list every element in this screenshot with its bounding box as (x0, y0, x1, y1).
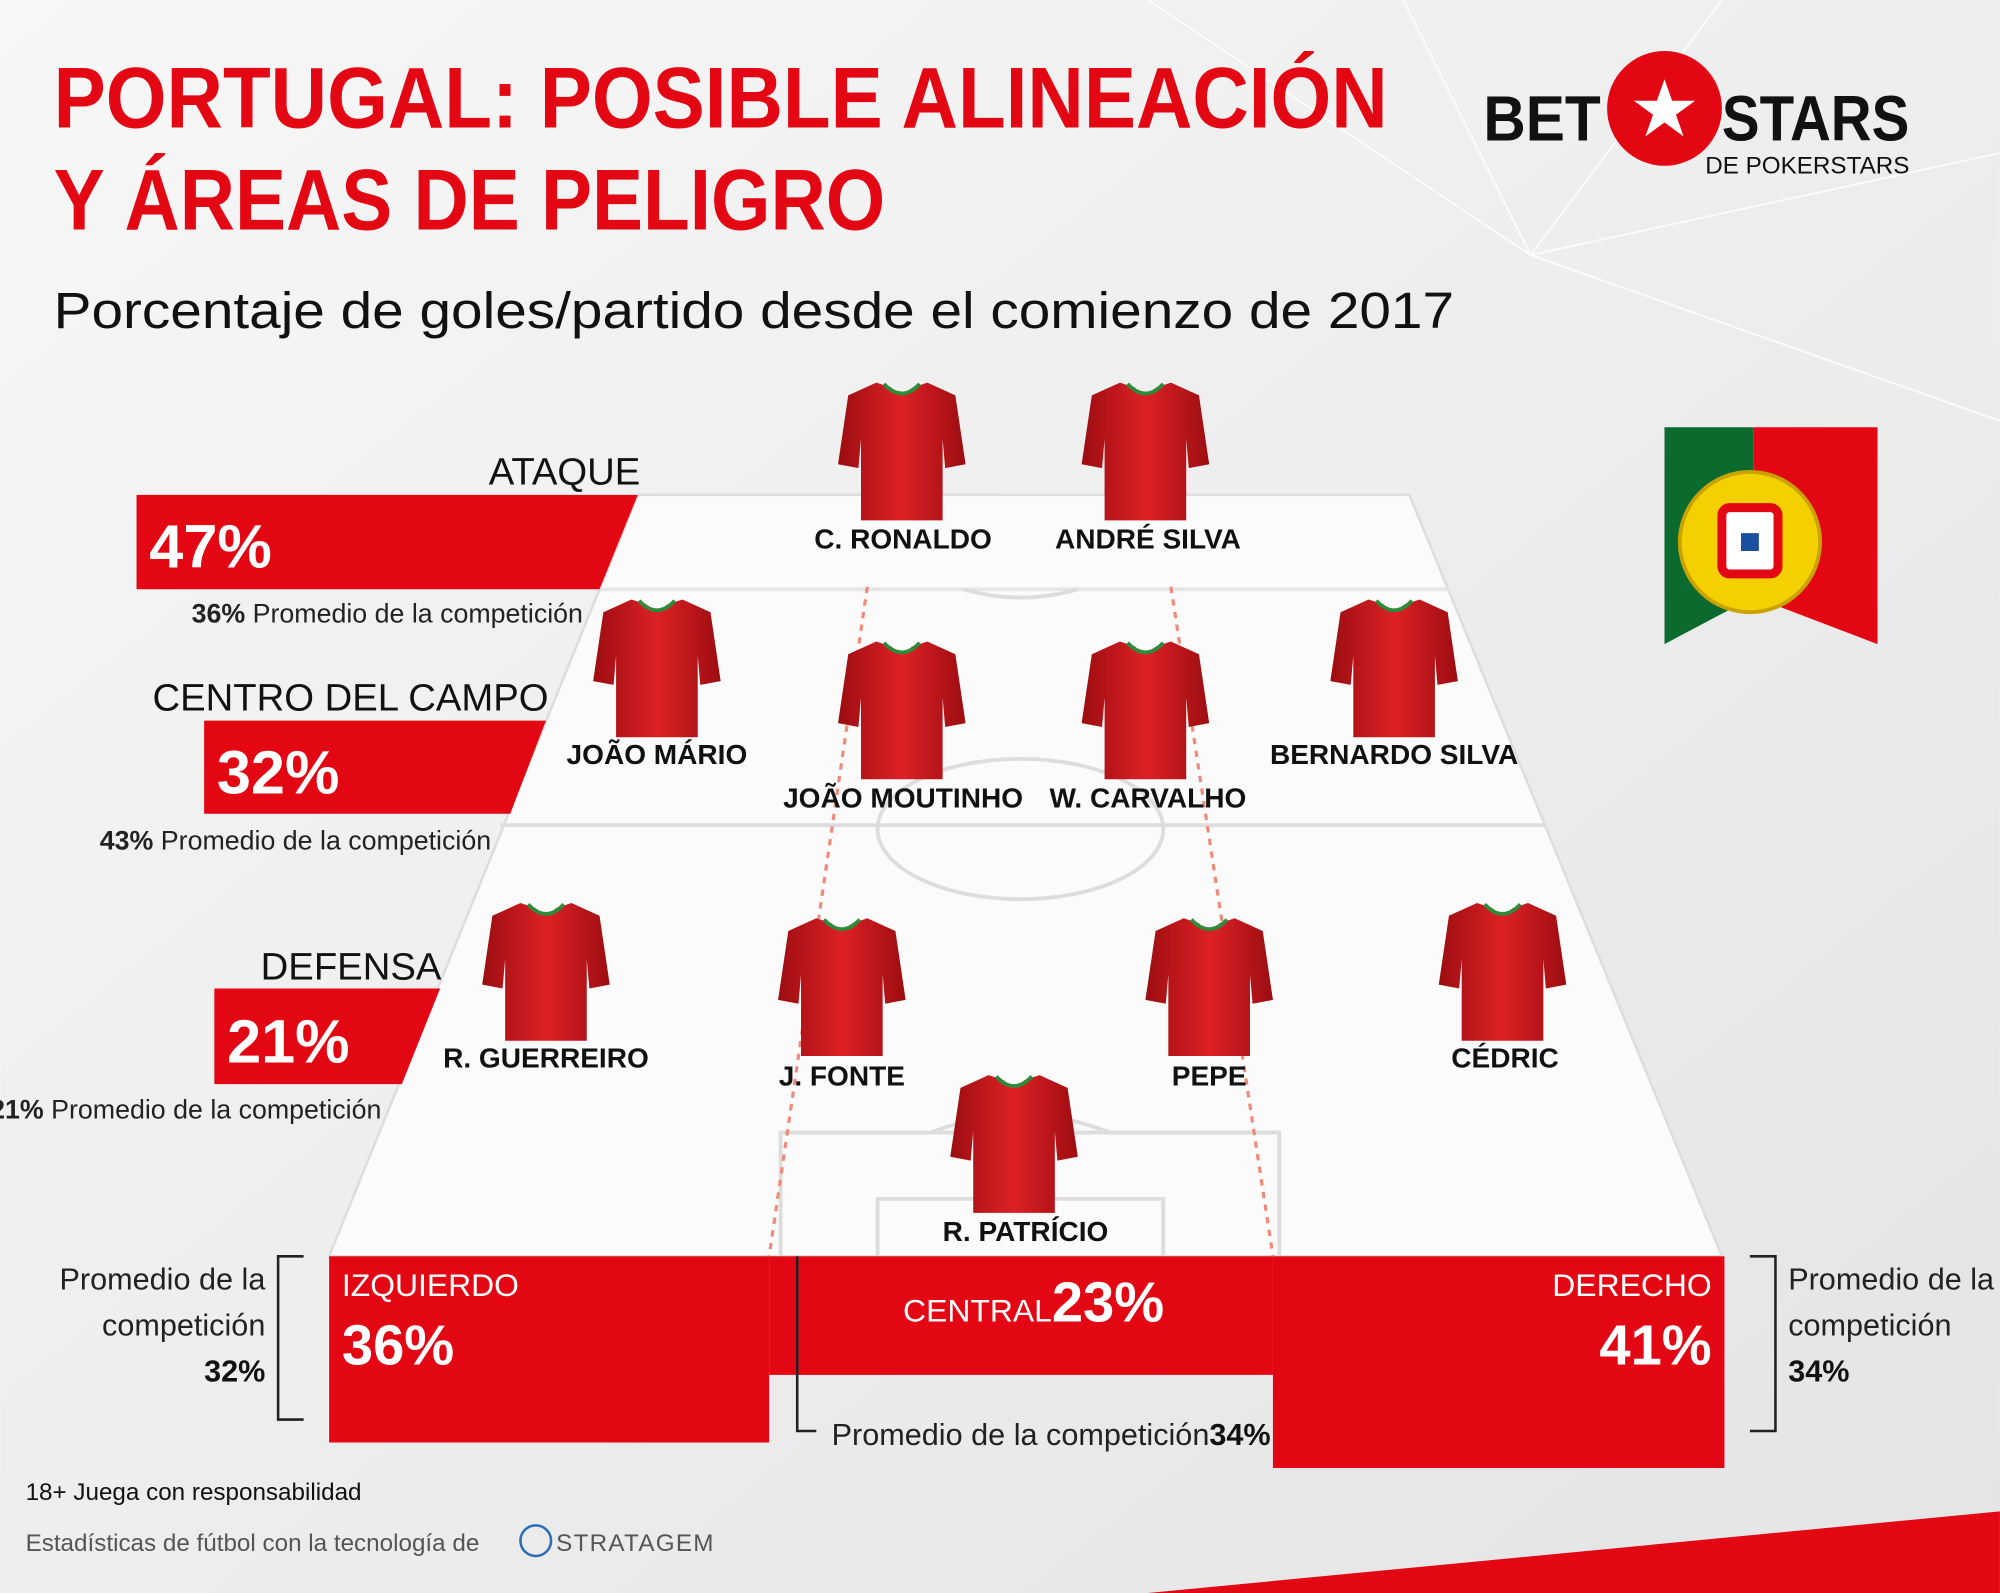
logo-stars: STARS (1722, 82, 1909, 154)
avg-value: 21% (0, 1095, 44, 1125)
avg-label: Promedio de la competición (51, 1095, 381, 1125)
player-name: JOÃO MOUTINHO (783, 782, 1023, 813)
stratagem-globe (519, 1524, 553, 1558)
subtitle: Porcentaje de goles/partido desde el com… (54, 282, 1454, 339)
logo: BET STARS DE POKERSTARS (1483, 51, 1909, 179)
flank-label: CENTRAL (903, 1292, 1052, 1328)
flank-box (329, 1256, 770, 1443)
flank-avg-value: 34% (1788, 1354, 1849, 1388)
zone-label: DEFENSA (261, 946, 442, 989)
flank-box (1272, 1256, 1725, 1469)
zone-bar (214, 988, 441, 1085)
avg-value: 36% (192, 598, 246, 628)
flank-avg-value: 34% (1209, 1418, 1270, 1452)
credit: Estadísticas de fútbol con la tecnología… (26, 1530, 480, 1557)
flank-value: 36% (342, 1314, 454, 1377)
flank-value: 41% (1599, 1314, 1711, 1377)
flank-avg-line: Promedio de la competición (832, 1418, 1210, 1452)
player-name: JOÃO MÁRIO (567, 739, 748, 770)
flank-box (769, 1256, 1273, 1375)
avg-label: Promedio de la competición (161, 825, 491, 855)
zone-value: 21% (227, 1007, 350, 1075)
zone-bar (204, 720, 546, 814)
zone-value: 32% (217, 738, 340, 806)
zone-bar (136, 494, 638, 590)
zone-label: ATAQUE (489, 451, 641, 494)
zone-average: 36% Promedio de la competición (192, 598, 583, 628)
player-name: J. FONTE (779, 1060, 905, 1091)
brackets (276, 1255, 1777, 1433)
flank-average: Promedio de la competición34% (832, 1418, 1271, 1452)
flank-avg-line: Promedio de la (59, 1262, 266, 1296)
title-line: PORTUGAL: POSIBLE ALINEACIÓN (54, 50, 1388, 147)
brand: STRATAGEM (556, 1530, 715, 1557)
flank-value: 23% (1052, 1270, 1164, 1333)
player-name: BERNARDO SILVA (1270, 739, 1518, 770)
title-line: Y ÁREAS DE PELIGRO (54, 152, 886, 249)
flank-avg-line: Promedio de la (1788, 1262, 1995, 1296)
player-name: C. RONALDO (814, 523, 992, 554)
flank-avg-value: 32% (204, 1354, 265, 1388)
avg-value: 43% (100, 825, 154, 855)
zone-value: 47% (149, 513, 272, 581)
portugal-flag (1664, 427, 1878, 645)
players: C. RONALDO ANDRÉ SILVA JOÃO MÁRIO JOÃO M… (443, 380, 1569, 1247)
logo-bet: BET (1483, 82, 1600, 154)
logo-star (1633, 79, 1696, 137)
zone-label: CENTRO DEL CAMPO (152, 676, 548, 719)
player-name: R. PATRÍCIO (943, 1216, 1109, 1247)
flank-label: IZQUIERDO (342, 1267, 519, 1303)
flank-avg-line: competición (1788, 1308, 1951, 1342)
disclaimer: 18+ Juega con responsabilidad (26, 1479, 362, 1506)
player-name: R. GUERREIRO (443, 1043, 649, 1074)
player-name: ANDRÉ SILVA (1055, 523, 1241, 554)
footer-swoosh (1147, 1511, 2000, 1593)
zone-average: 43% Promedio de la competición (100, 825, 491, 855)
avg-label: Promedio de la competición (253, 598, 583, 628)
player-name: PEPE (1172, 1060, 1247, 1091)
logo-sub: DE POKERSTARS (1705, 152, 1909, 179)
zone-average: 21% Promedio de la competición (0, 1095, 381, 1125)
flank-avg-line: competición (102, 1308, 265, 1342)
flank-label: DERECHO (1552, 1267, 1711, 1303)
flank-central: CENTRAL23% (903, 1270, 1164, 1333)
player-name: W. CARVALHO (1050, 782, 1247, 813)
player-name: CÉDRIC (1451, 1043, 1559, 1074)
